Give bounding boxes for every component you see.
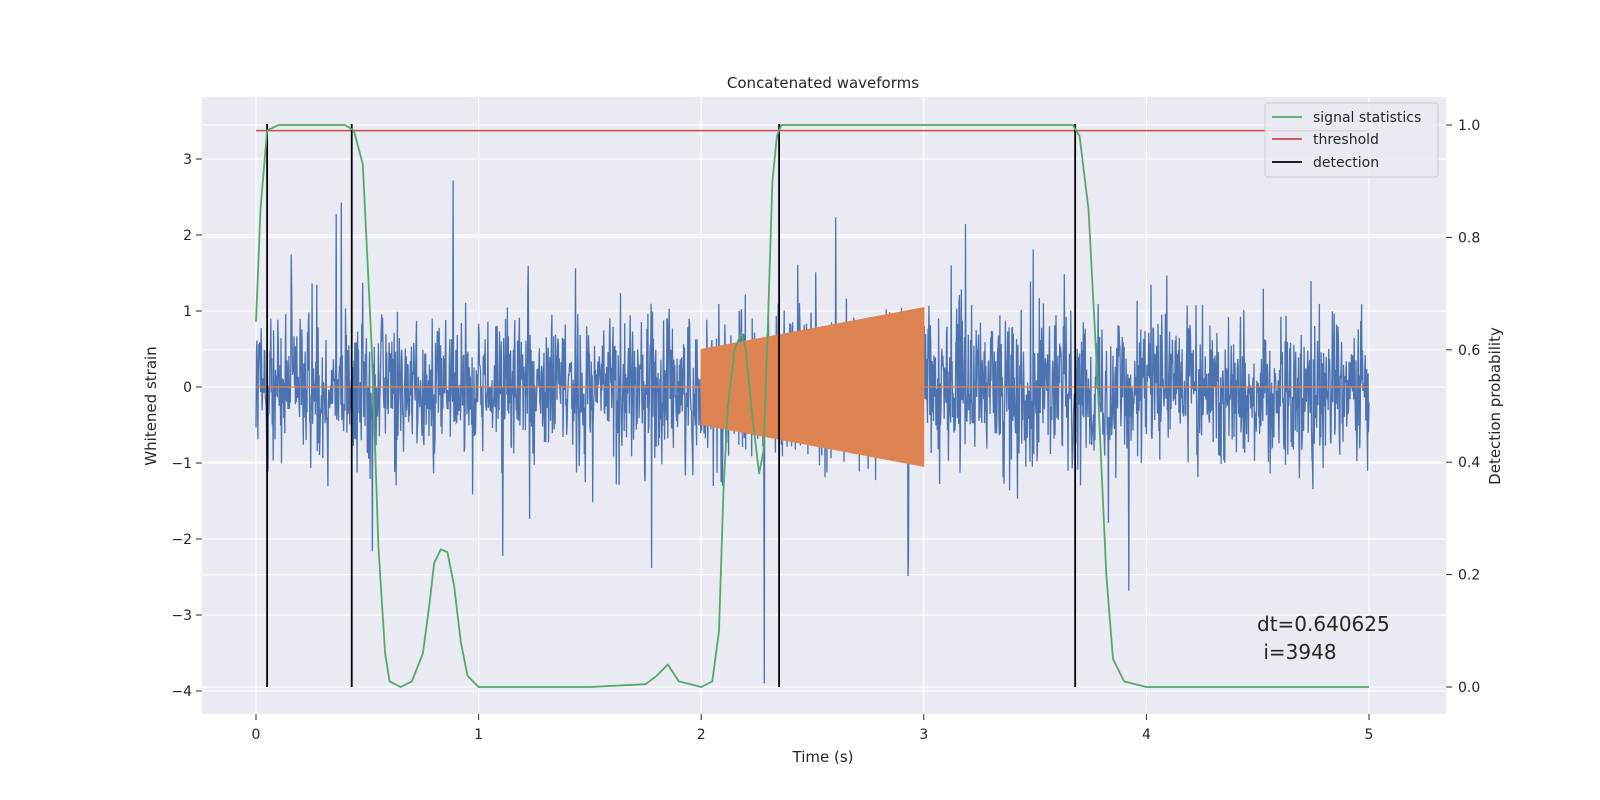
injection-series <box>256 307 1369 467</box>
right-tick-label: 0.8 <box>1458 230 1480 246</box>
right-tick-label: 0.0 <box>1458 680 1480 696</box>
chart-title: Concatenated waveforms <box>727 74 919 92</box>
y-axis-label: Whitened strain <box>142 346 160 465</box>
signal-statistics-series <box>255 124 1369 688</box>
signal-statistics-line <box>255 124 1369 688</box>
left-tick-label: 0 <box>183 380 192 396</box>
right-tick-label: 1.0 <box>1458 118 1480 134</box>
annotation-index: i=3948 <box>1257 640 1337 664</box>
injection-line <box>256 307 1369 467</box>
legend-box <box>1264 102 1439 178</box>
right-y-axis-label: Detection probability <box>1486 327 1504 485</box>
x-tick-label: 0 <box>252 727 261 743</box>
legend: signal statistics threshold detection <box>1264 102 1439 178</box>
x-tick-label: 4 <box>1142 727 1151 743</box>
left-tick-label: −3 <box>171 608 192 624</box>
right-axis-ticks: 1.0 0.8 0.6 0.4 0.2 0.0 <box>1446 118 1480 696</box>
left-tick-label: 1 <box>183 304 192 320</box>
right-tick-label: 0.2 <box>1458 568 1480 584</box>
right-tick-label: 0.4 <box>1458 455 1480 471</box>
grid-lines <box>202 97 1446 714</box>
x-tick-label: 1 <box>474 727 483 743</box>
left-axis-ticks: 3 2 1 0 −1 −2 −3 −4 <box>171 152 202 700</box>
left-tick-label: 3 <box>183 152 192 168</box>
x-tick-label: 2 <box>697 727 706 743</box>
left-tick-label: −2 <box>171 532 192 548</box>
legend-label-signal-statistics: signal statistics <box>1313 110 1421 126</box>
x-tick-label: 3 <box>919 727 928 743</box>
left-tick-label: 2 <box>183 228 192 244</box>
right-tick-label: 0.6 <box>1458 343 1480 359</box>
detection-series <box>266 124 1077 687</box>
x-axis-ticks: 0 1 2 3 4 5 <box>252 714 1374 743</box>
legend-label-detection: detection <box>1313 155 1379 171</box>
x-axis-label: Time (s) <box>792 748 854 766</box>
left-tick-label: −4 <box>171 684 192 700</box>
left-tick-label: −1 <box>171 456 192 472</box>
annotation-dt: dt=0.640625 <box>1257 612 1390 636</box>
legend-label-threshold: threshold <box>1313 132 1379 148</box>
x-tick-label: 5 <box>1365 727 1374 743</box>
